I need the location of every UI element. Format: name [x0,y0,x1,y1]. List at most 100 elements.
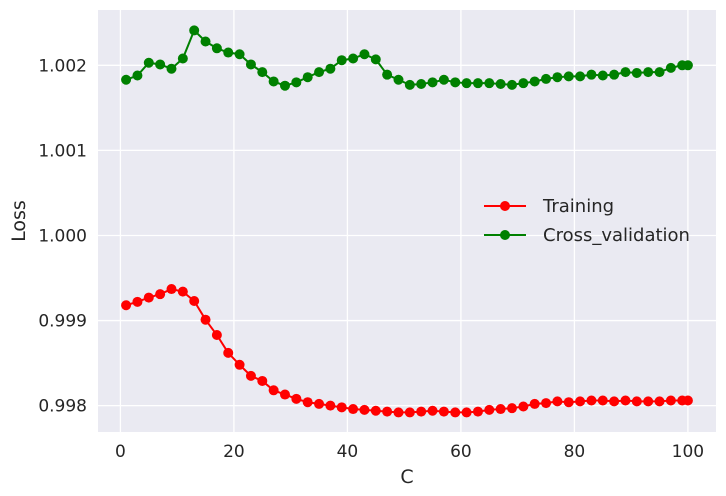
data-point [461,78,472,89]
x-tick-label: 100 [672,442,704,462]
data-point [461,407,472,418]
data-point [348,404,359,415]
legend-label: Cross_validation [543,225,690,246]
data-point [682,60,693,71]
data-point [200,314,211,325]
data-point [302,72,313,83]
data-point [121,74,132,85]
data-point [189,295,200,306]
data-point [211,330,222,341]
data-point [563,397,574,408]
data-point [563,71,574,82]
data-point [586,395,597,406]
series-layer [121,25,693,418]
data-point [177,286,188,297]
data-point [609,396,620,407]
data-point [245,370,256,381]
data-point [348,53,359,64]
data-point [166,284,177,295]
data-point [291,393,302,404]
data-point [268,76,279,87]
data-point [223,347,234,358]
data-point [518,401,529,412]
data-point [609,69,620,80]
data-point [575,396,586,407]
data-point [529,76,540,87]
legend: Training Cross_validation [484,196,690,246]
data-point [132,296,143,307]
data-point [223,47,234,58]
data-point [393,407,404,418]
x-tick-label: 80 [564,442,586,462]
data-point [586,69,597,80]
data-point [166,63,177,74]
x-tick-label: 40 [337,442,359,462]
data-point [302,397,313,408]
x-axis-label: C [400,466,413,488]
data-point [211,43,222,54]
data-point [438,74,449,85]
legend-item: Training [484,196,614,217]
data-point [484,404,495,415]
data-point [404,407,415,418]
legend-item: Cross_validation [484,225,690,246]
data-point [121,300,132,311]
data-point [631,396,642,407]
data-point [427,405,438,416]
data-point [314,398,325,409]
data-point [541,398,552,409]
y-axis-label: Loss [8,200,30,242]
x-tick-label: 0 [115,442,126,462]
data-point [552,72,563,83]
y-tick-label: 1.002 [38,56,87,76]
data-point [268,385,279,396]
y-tick-label: 1.001 [38,141,87,161]
data-point [314,67,325,78]
data-point [450,77,461,88]
data-point [643,396,654,407]
series-cross-validation [121,25,693,91]
data-point [279,80,290,91]
data-point [529,398,540,409]
data-point [643,67,654,78]
y-tick-label: 0.998 [38,397,87,417]
data-point [472,406,483,417]
plot-background [98,10,716,432]
data-point [404,79,415,90]
data-point [257,375,268,386]
data-point [189,25,200,36]
data-point [359,49,370,60]
data-point [541,73,552,84]
data-point [177,53,188,64]
data-point [495,404,506,415]
data-point [552,396,563,407]
data-point [234,49,245,60]
legend-marker [500,230,510,240]
data-point [336,402,347,413]
y-tick-label: 1.000 [38,226,87,246]
data-point [234,359,245,370]
data-point [438,406,449,417]
data-point [370,405,381,416]
data-point [506,403,517,414]
data-point [325,400,336,411]
data-point [143,292,154,303]
series-training [121,284,693,418]
data-point [450,407,461,418]
data-point [370,54,381,65]
data-point [665,395,676,406]
data-point [654,396,665,407]
data-point [597,70,608,81]
tick-labels: 0 20 40 60 80 100 0.998 0.999 1.000 1.001 1.002 [38,56,704,462]
data-point [132,70,143,81]
data-point [291,77,302,88]
data-point [336,55,347,66]
data-point [597,395,608,406]
data-point [665,62,676,73]
y-tick-label: 0.999 [38,312,87,332]
data-point [518,78,529,89]
data-point [279,389,290,400]
data-point [393,74,404,85]
data-point [245,59,256,70]
